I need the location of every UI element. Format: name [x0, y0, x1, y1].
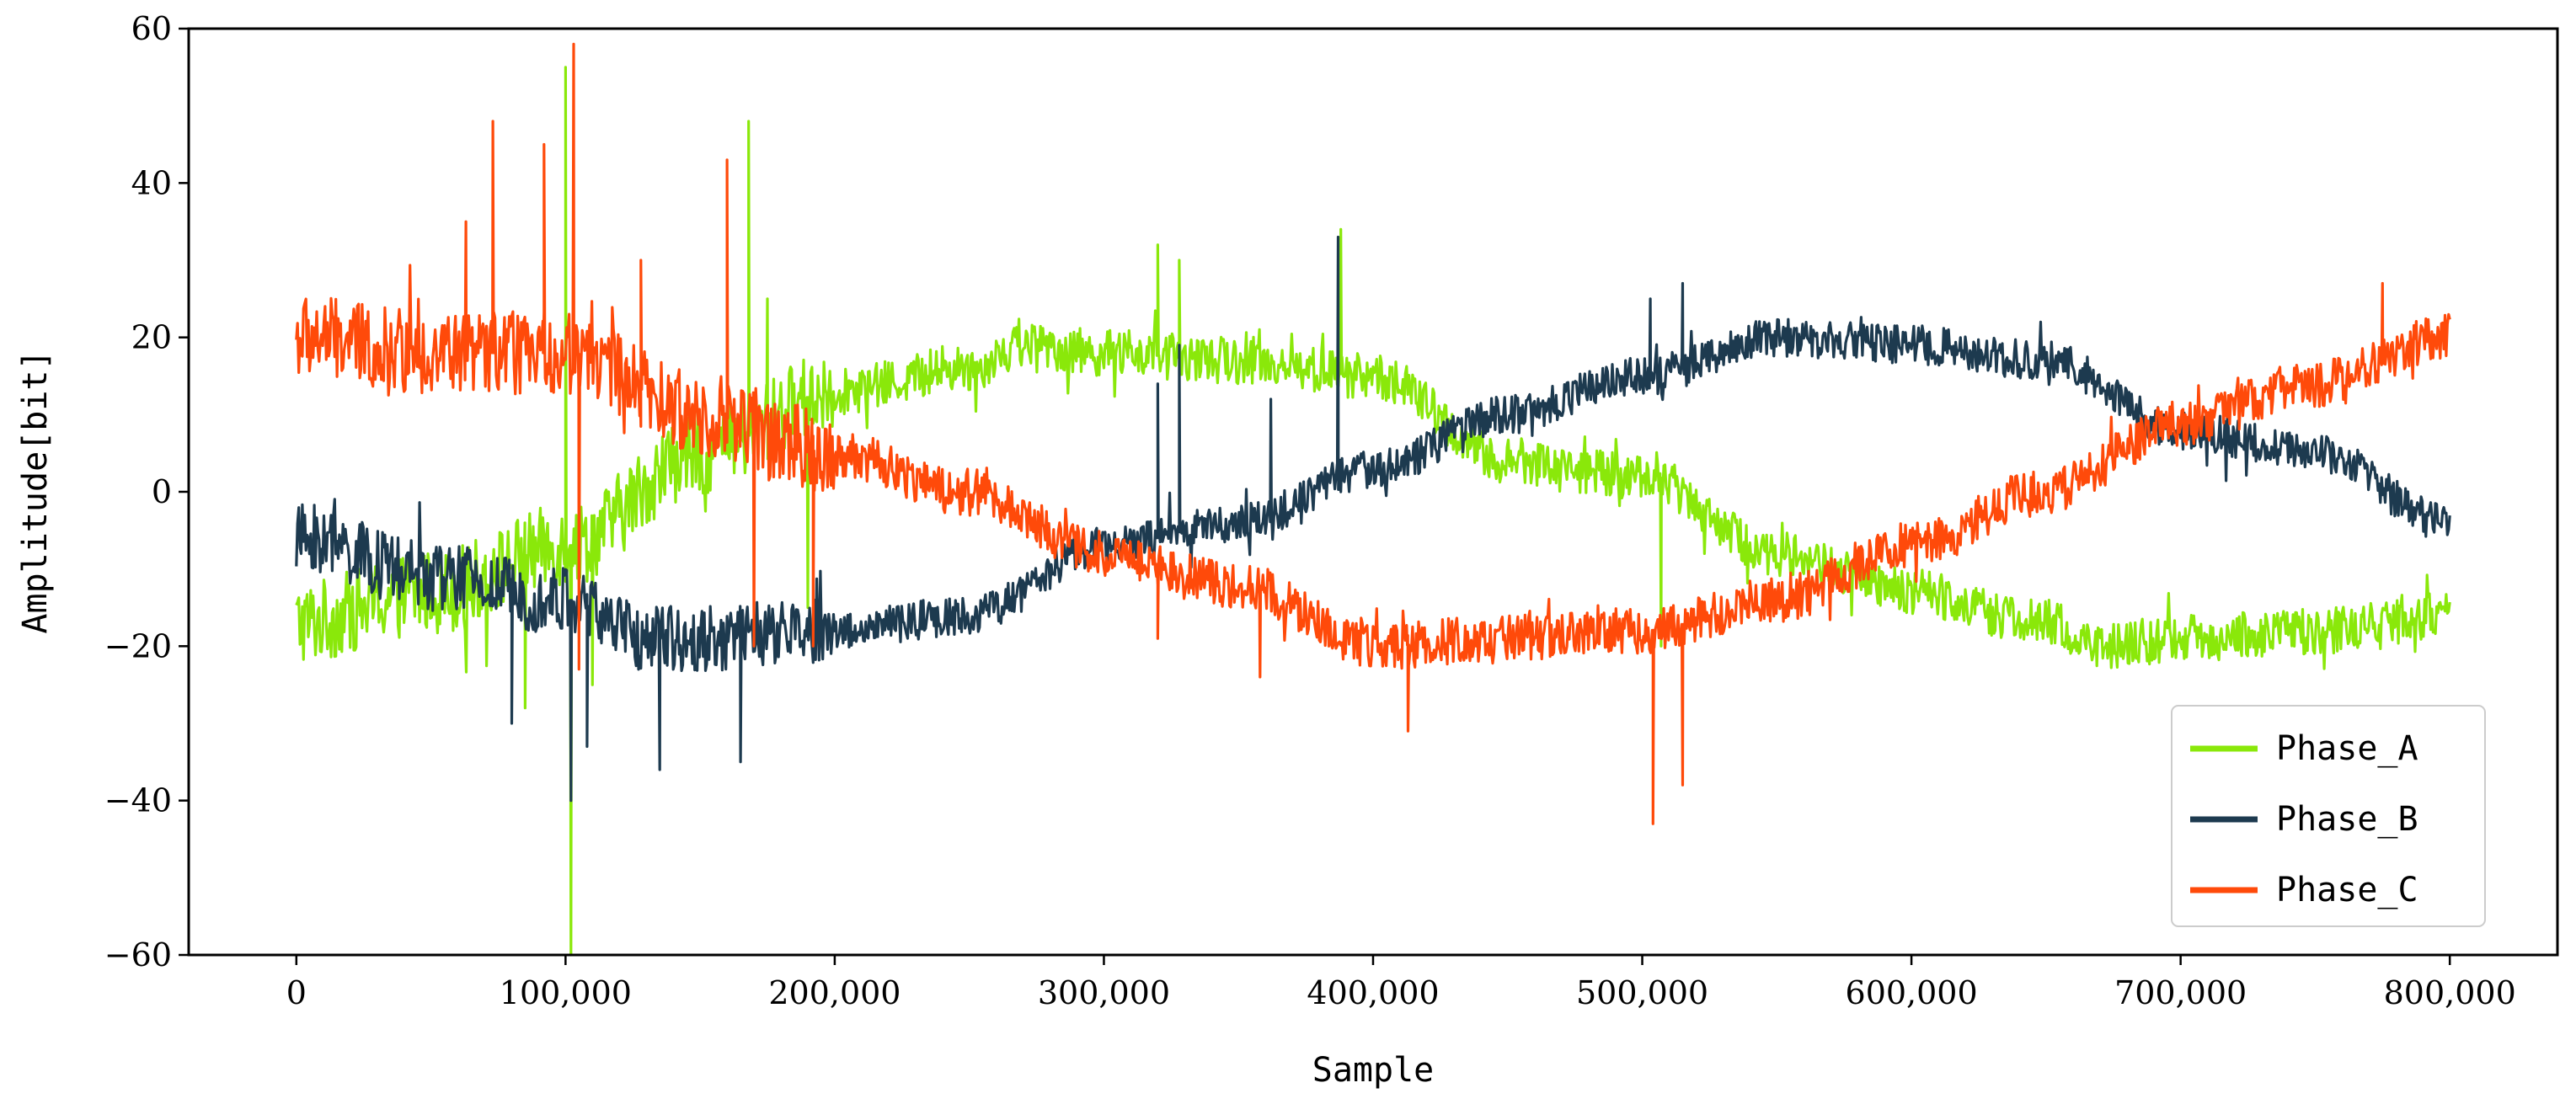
y-tick-label: 20: [131, 319, 172, 356]
x-tick-label: 300,000: [1038, 974, 1170, 1011]
x-tick-label: 600,000: [1846, 974, 1978, 1011]
series-line-phase-c: [295, 42, 2451, 825]
x-tick-label: 800,000: [2384, 974, 2516, 1011]
x-axis-label: Sample: [1312, 1051, 1435, 1090]
y-tick-label: 0: [152, 473, 172, 510]
x-axis-ticks: 0 100,000 200,000 300,000 400,000 500,000 600,…: [286, 955, 2516, 1011]
y-tick-label: 60: [131, 10, 172, 47]
x-tick-label: 200,000: [768, 974, 901, 1011]
legend-box: [2171, 705, 2486, 927]
legend-label: Phase_C: [2276, 871, 2418, 909]
legend-label: Phase_B: [2276, 800, 2418, 839]
y-tick-label: 40: [131, 164, 172, 201]
x-tick-label: 100,000: [500, 974, 632, 1011]
series-line-phase-a: [295, 66, 2451, 957]
y-tick-label: −20: [104, 627, 172, 664]
series-line-phase-b: [295, 235, 2451, 803]
x-tick-label: 500,000: [1576, 974, 1708, 1011]
y-axis-ticks: −60 −40 −20 0 20 40 60: [104, 10, 189, 973]
x-tick-label: 0: [286, 974, 307, 1011]
legend: Phase_A Phase_B Phase_C: [2171, 705, 2486, 927]
y-tick-label: −60: [104, 936, 172, 973]
x-tick-label: 700,000: [2114, 974, 2247, 1011]
series-layer: [295, 42, 2451, 957]
x-tick-label: 400,000: [1307, 974, 1439, 1011]
y-tick-label: −40: [104, 782, 172, 819]
legend-label: Phase_A: [2276, 729, 2418, 768]
legend-items: Phase_A Phase_B Phase_C: [2190, 729, 2418, 909]
y-axis-label: Amplitude[bit]: [16, 349, 55, 633]
